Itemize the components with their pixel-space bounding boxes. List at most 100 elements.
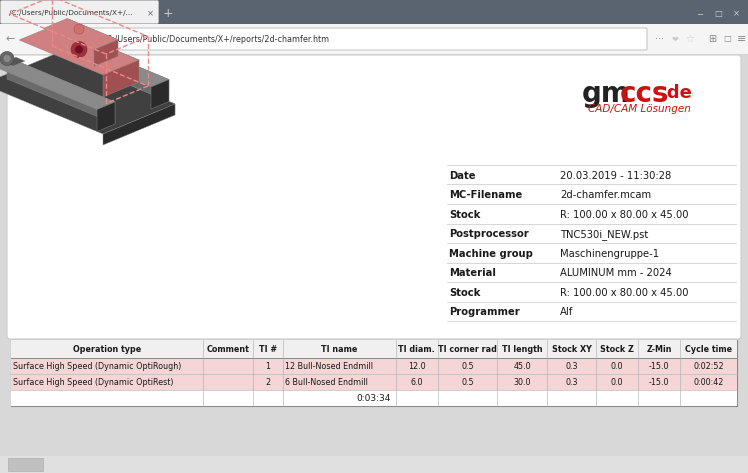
Text: TI corner rad: TI corner rad [438,345,497,354]
Circle shape [74,24,84,34]
Text: TI length: TI length [502,345,542,354]
Polygon shape [43,35,169,87]
Text: ×: × [732,9,740,18]
Text: 0.5: 0.5 [462,362,474,371]
Text: 1: 1 [266,362,271,371]
Text: ↻: ↻ [35,34,45,44]
Bar [0,456,748,473]
Text: Surface High Speed (Dynamic OptiRough): Surface High Speed (Dynamic OptiRough) [13,362,181,371]
Polygon shape [19,25,139,75]
Circle shape [75,45,83,53]
Text: TI diam.: TI diam. [399,345,435,354]
Text: Stock: Stock [449,210,480,220]
Text: Z-Min: Z-Min [646,345,672,354]
Text: ccs: ccs [620,80,669,108]
Text: ←: ← [5,34,15,44]
Text: →: → [20,34,30,44]
Text: 6.0: 6.0 [411,378,423,387]
Text: □: □ [714,9,722,18]
Text: -15.0: -15.0 [649,378,669,387]
Polygon shape [0,57,115,110]
Bar [8,458,43,471]
Text: Operation type: Operation type [73,345,141,354]
Polygon shape [94,40,118,66]
Text: 0:03:34: 0:03:34 [357,394,391,403]
Text: ⌂: ⌂ [52,34,58,44]
Polygon shape [97,102,115,131]
Text: 0.3: 0.3 [565,362,577,371]
Text: MC-Filename: MC-Filename [449,190,522,200]
Polygon shape [61,35,169,102]
Polygon shape [67,18,118,56]
Polygon shape [7,57,115,124]
Text: ─: ─ [697,9,702,18]
Text: R: 100.00 x 80.00 x 45.00: R: 100.00 x 80.00 x 45.00 [560,210,688,220]
Text: 20.03.2019 - 11:30:28: 20.03.2019 - 11:30:28 [560,171,671,181]
Text: Alf: Alf [560,307,574,317]
Text: □: □ [723,35,731,44]
Text: 12 Bull-Nosed Endmill: 12 Bull-Nosed Endmill [285,362,373,371]
Text: ❤: ❤ [672,35,678,44]
Text: 0.0: 0.0 [611,362,624,371]
Polygon shape [4,57,25,66]
Text: Maschinengruppe-1: Maschinengruppe-1 [560,249,659,259]
Text: .de: .de [660,84,692,102]
Text: ☆: ☆ [686,34,694,44]
Polygon shape [151,79,169,109]
Text: Cycle time: Cycle time [685,345,732,354]
Polygon shape [55,54,175,115]
Polygon shape [103,104,175,145]
Polygon shape [0,54,175,134]
Text: CAD/CAM Lösungen: CAD/CAM Lösungen [588,104,691,114]
Text: 2d-chamfer.mcam: 2d-chamfer.mcam [560,190,651,200]
FancyBboxPatch shape [65,28,647,50]
Text: -15.0: -15.0 [649,362,669,371]
Text: Postprocessor: Postprocessor [449,229,529,239]
Text: 12.0: 12.0 [408,362,426,371]
Text: ALUMINUM mm - 2024: ALUMINUM mm - 2024 [560,268,672,278]
Text: 30.0: 30.0 [513,378,531,387]
Text: ···: ··· [655,34,664,44]
Text: 6 Bull-Nosed Endmill: 6 Bull-Nosed Endmill [285,378,368,387]
FancyBboxPatch shape [1,0,159,24]
Text: Comment: Comment [206,345,250,354]
Bar [11,374,737,390]
Circle shape [3,54,11,62]
Bar [11,340,737,358]
Bar [11,358,737,374]
Text: Programmer: Programmer [449,307,520,317]
Polygon shape [103,60,139,97]
Bar [0,0,748,24]
Text: ⓘ: ⓘ [74,35,79,44]
Text: Stock XY: Stock XY [551,345,592,354]
Text: TI #: TI # [259,345,277,354]
Text: Machine group: Machine group [449,249,533,259]
Text: 0:00:42: 0:00:42 [693,378,724,387]
Text: ×: × [147,9,153,18]
Polygon shape [43,18,118,50]
Text: 2: 2 [266,378,271,387]
Text: /C:/Users/Public/Documents/X+/...: /C:/Users/Public/Documents/X+/... [9,10,132,17]
Text: +: + [162,7,174,20]
Text: gm: gm [582,80,631,108]
FancyBboxPatch shape [7,55,741,339]
Text: 0.0: 0.0 [611,378,624,387]
Text: Surface High Speed (Dynamic OptiRest): Surface High Speed (Dynamic OptiRest) [13,378,174,387]
Bar [0,24,748,54]
Text: file:///C:/Users/Public/Documents/X+/reports/2d-chamfer.htm: file:///C:/Users/Public/Documents/X+/rep… [84,35,330,44]
Text: ≡: ≡ [738,34,747,44]
Text: Date: Date [449,171,476,181]
Text: 0.5: 0.5 [462,378,474,387]
Text: Material: Material [449,268,496,278]
Text: 45.0: 45.0 [513,362,531,371]
Text: R: 100.00 x 80.00 x 45.00: R: 100.00 x 80.00 x 45.00 [560,288,688,298]
Text: Stock: Stock [449,288,480,298]
Text: 0:02:52: 0:02:52 [693,362,724,371]
Bar [11,340,737,406]
Text: Stock Z: Stock Z [601,345,634,354]
Circle shape [71,42,87,57]
Circle shape [0,52,14,65]
Polygon shape [55,25,139,82]
Text: TNC530i_NEW.pst: TNC530i_NEW.pst [560,229,649,240]
Text: 0.3: 0.3 [565,378,577,387]
